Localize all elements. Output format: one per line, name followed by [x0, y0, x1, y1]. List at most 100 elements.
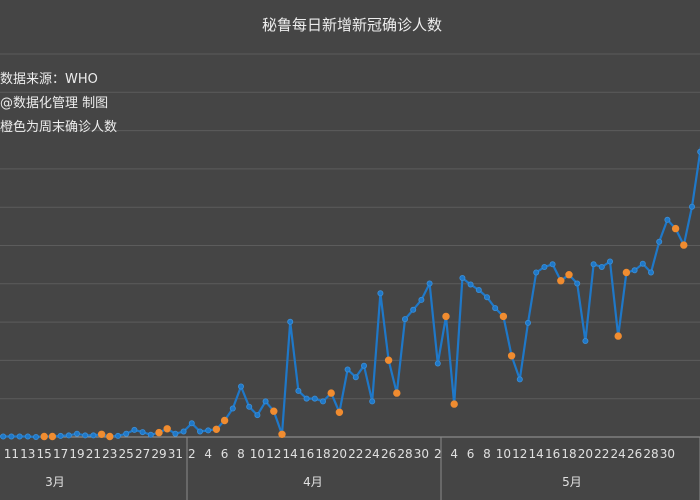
data-point [590, 261, 597, 268]
data-point [459, 274, 466, 281]
data-point [180, 428, 187, 435]
x-tick-label: 21 [86, 447, 101, 461]
data-point [205, 427, 212, 434]
x-tick-label: 17 [53, 447, 68, 461]
data-point [188, 420, 195, 427]
grid-layer [0, 53, 700, 438]
x-tick-label: 28 [643, 447, 658, 461]
data-point [574, 280, 581, 287]
weekend-data-point [384, 356, 393, 364]
data-point [664, 216, 671, 223]
month-label: 5月 [562, 475, 582, 489]
data-point [410, 306, 417, 313]
data-point [131, 426, 138, 433]
data-point [246, 403, 253, 410]
weekend-data-point [442, 312, 450, 321]
series-line [0, 145, 700, 439]
data-point [139, 429, 146, 436]
data-point [254, 412, 261, 419]
data-point [360, 362, 367, 369]
data-point [115, 432, 122, 439]
x-tick-label: 18 [561, 447, 576, 461]
x-tick-label: 26 [627, 447, 642, 461]
data-point [147, 431, 154, 438]
weekend-data-point [450, 400, 458, 408]
weekend-data-point [163, 425, 171, 433]
weekend-data-point [680, 241, 688, 249]
weekend-data-point [40, 432, 48, 441]
weekend-data-point [155, 428, 163, 437]
weekend-data-point [614, 332, 622, 340]
data-point [172, 430, 179, 437]
data-point [24, 433, 31, 440]
data-point [16, 433, 23, 440]
weekend-data-point [212, 425, 221, 433]
data-point [352, 374, 359, 381]
data-point [8, 433, 15, 440]
data-point [492, 305, 499, 312]
series-points-layer [0, 148, 700, 441]
data-point [434, 360, 441, 367]
data-point [123, 430, 130, 437]
x-tick-label: 16 [545, 447, 560, 461]
weekend-data-point [335, 408, 344, 416]
weekend-data-point [671, 224, 680, 233]
data-point [74, 430, 81, 437]
data-point [631, 267, 638, 274]
x-tick-label: 31 [168, 447, 183, 461]
annotation-maker: @数据化管理 制图 [0, 96, 108, 111]
weekend-data-point [270, 407, 278, 415]
data-point [525, 319, 532, 326]
x-tick-label: 8 [237, 447, 245, 461]
data-point [656, 238, 663, 245]
weekend-data-point [622, 268, 631, 277]
weekend-data-point [278, 430, 286, 438]
x-tick-label: 6 [467, 447, 475, 461]
data-point [697, 148, 700, 155]
x-tick-label: 15 [37, 447, 52, 461]
weekend-data-point [106, 432, 114, 441]
chart-title: 秘鲁每日新增新冠确诊人数 [262, 16, 442, 34]
weekend-data-point [97, 430, 106, 438]
data-point [533, 269, 540, 276]
weekend-data-point [557, 277, 565, 285]
x-tick-label: 24 [365, 447, 380, 461]
data-point [369, 398, 376, 405]
weekend-data-point [48, 432, 57, 441]
data-point [418, 296, 425, 303]
data-point [33, 433, 40, 440]
x-tick-label: 26 [381, 447, 396, 461]
data-point [483, 294, 490, 301]
x-tick-label: 22 [348, 447, 363, 461]
x-tick-label: 25 [119, 447, 134, 461]
weekend-data-point [327, 389, 335, 397]
x-tick-label: 22 [594, 447, 609, 461]
x-tick-label: 4 [450, 447, 458, 461]
annotation-weekend: 橙色为周末确诊人数 [0, 119, 117, 135]
x-tick-label: 11 [4, 447, 19, 461]
data-point [196, 428, 203, 435]
data-point [516, 376, 523, 383]
data-point [229, 405, 236, 412]
x-tick-label: 29 [151, 447, 166, 461]
annotation-source: 数据来源：WHO [0, 72, 98, 87]
x-tick-label: 16 [299, 447, 314, 461]
data-point [549, 261, 556, 268]
x-tick-label: 8 [483, 447, 491, 461]
weekend-data-point [507, 352, 516, 360]
x-tick-label: 12 [512, 447, 527, 461]
x-tick-label: 19 [69, 447, 84, 461]
x-tick-label: 30 [414, 447, 429, 461]
data-point [426, 280, 433, 287]
x-tick-label: 13 [20, 447, 35, 461]
data-point [295, 387, 302, 394]
data-point [377, 290, 384, 297]
data-point [237, 383, 244, 390]
data-point [582, 337, 589, 344]
x-tick-label: 4 [204, 447, 212, 461]
data-point [82, 432, 89, 439]
x-tick-label: 10 [496, 447, 511, 461]
x-tick-label: 20 [578, 447, 593, 461]
month-label: 4月 [303, 475, 323, 489]
